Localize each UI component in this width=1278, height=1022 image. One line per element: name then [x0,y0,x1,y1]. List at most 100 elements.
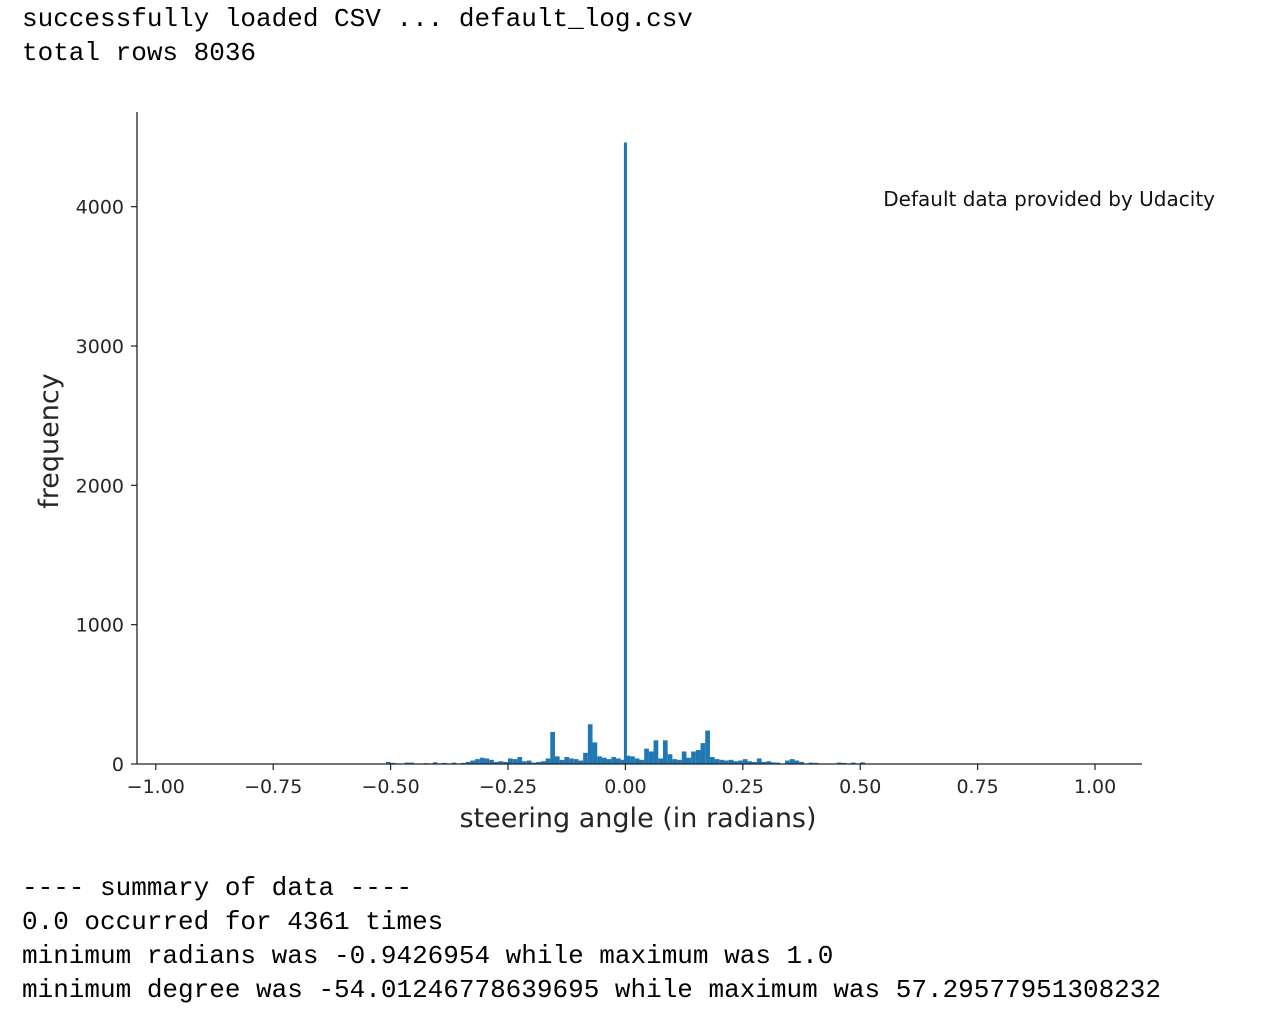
histogram-bar [752,761,757,764]
histogram-bar [545,758,551,764]
histogram-bar [385,761,391,764]
output-line: ---- summary of data ---- [22,873,413,903]
histogram-bar [747,761,753,764]
histogram-bar [465,761,471,764]
histogram-bar [653,740,659,764]
histogram-bar [850,762,856,764]
x-tick-label: 0.75 [956,776,998,798]
histogram-bar [738,760,743,764]
histogram-bar [775,762,781,764]
histogram-bar [578,760,584,764]
histogram-bar [623,142,627,764]
histogram-bar [451,762,457,764]
histogram-bar [672,759,678,764]
histogram-bar [597,756,602,764]
histogram-bar [583,752,588,764]
histogram-bar [785,760,790,764]
histogram-bar [550,731,555,764]
histogram-bar [761,761,767,764]
histogram-bar [648,751,654,764]
histogram-bar [616,758,621,764]
histogram-bar [691,751,696,764]
x-tick-label: −0.25 [479,776,537,798]
y-tick-label: 3000 [76,336,124,358]
histogram-bar [766,761,771,764]
histogram-bar [630,756,635,764]
histogram-bar [742,759,748,764]
histogram-bar [667,754,673,764]
histogram-bar [719,759,725,764]
histogram-bar [686,757,692,764]
histogram-bar [808,762,814,764]
histogram-bar [724,760,729,764]
histogram-bar [611,757,617,764]
x-tick-label: −0.75 [244,776,302,798]
histogram-bar [508,758,513,764]
x-tick-label: 0.50 [839,776,881,798]
histogram-bar [587,724,593,764]
output-line: minimum degree was -54.01246778639695 wh… [22,975,1161,1005]
histogram-bar [559,759,565,764]
histogram-bar [681,751,687,764]
histogram-bar [493,761,499,764]
histogram-bar [526,760,532,764]
histogram-bar [498,761,504,764]
histogram-bar [634,758,640,764]
histogram-bar [794,760,800,764]
histogram-bar [512,759,518,764]
cell-output-header: successfully loaded CSV ... default_log.… [22,2,693,70]
histogram-bar [573,759,579,764]
histogram-bar [625,755,631,764]
histogram-bar [771,762,776,764]
histogram-bar [695,750,701,764]
histogram-bar [728,759,734,764]
histogram-bar [564,757,570,764]
histogram-bar [639,759,645,764]
bars-layer [385,142,865,764]
chart-annotation: Default data provided by Udacity [883,187,1215,211]
histogram-bar [479,757,485,764]
histogram-bar [789,759,795,764]
x-tick-label: −1.00 [127,776,185,798]
y-tick-label: 1000 [76,615,124,637]
x-tick-label: −0.50 [361,776,419,798]
output-line: total rows 8036 [22,38,257,68]
histogram-bar [470,760,476,764]
histogram-bar [409,762,415,764]
cell-output-summary: ---- summary of data ---- 0.0 occurred fo… [22,871,1161,1007]
output-line: successfully loaded CSV ... default_log.… [22,4,693,34]
histogram-bar [756,758,762,764]
histogram-bar [799,761,804,764]
y-tick-label: 2000 [76,475,124,497]
y-tick-label: 4000 [76,197,124,219]
histogram-bar [569,758,574,764]
histogram-bar [709,757,715,764]
x-axis-label: steering angle (in radians) [459,803,816,834]
histogram-bar [503,761,509,764]
histogram-bar [517,757,523,764]
histogram-bar [860,762,865,764]
histogram-bar [658,758,663,764]
histogram-bar [620,759,626,764]
histogram-bar [432,762,438,764]
output-line: minimum radians was -0.9426954 while max… [22,941,834,971]
histogram-bar [644,748,649,764]
y-axis-label: frequency [34,373,65,508]
x-tick-label: 0.25 [722,776,764,798]
histogram-bar [554,756,560,764]
histogram-bar [404,762,410,764]
histogram-bar [522,761,527,764]
y-tick-label: 0 [112,754,124,776]
histogram-bar [733,761,739,764]
histogram-bar [540,761,546,764]
x-tick-label: 0.00 [604,776,646,798]
x-tick-label: 1.00 [1074,776,1116,798]
histogram-bar [592,742,598,764]
histogram-bar [700,743,706,764]
histogram-bar [714,759,720,764]
histogram-bar [484,758,490,764]
histogram-bar [677,759,682,764]
axes-layer: −1.00 −0.75 −0.50 −0.25 0.00 0.25 0.50 0.75 1.00… [76,112,1142,798]
histogram-bar [475,759,480,764]
